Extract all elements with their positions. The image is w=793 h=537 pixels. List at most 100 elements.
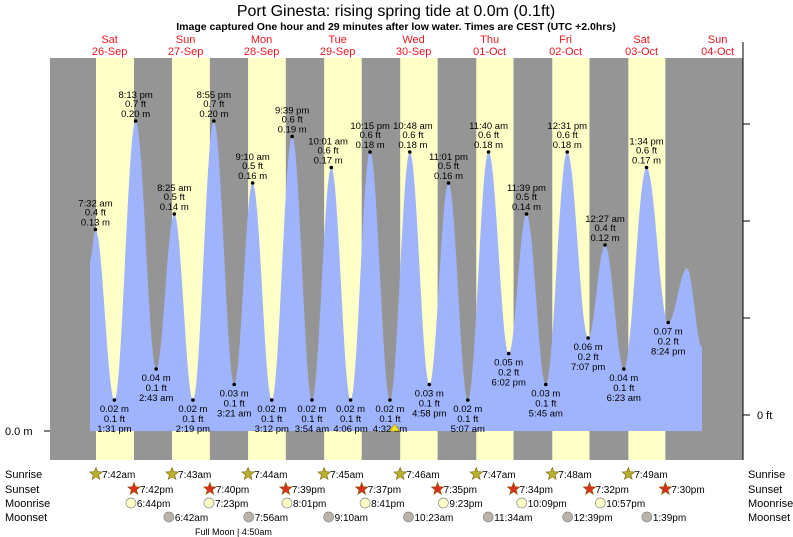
moonrise-icon	[281, 497, 293, 509]
tide-ft-label: 0.2 ft	[658, 337, 679, 348]
high-tide-point	[172, 212, 177, 216]
tide-time-label: 4:06 pm	[333, 424, 367, 435]
tide-ft-label: 0.6 ft	[557, 130, 578, 141]
tide-ft-label: 0.5 ft	[164, 192, 185, 203]
sunset-time: 7:30pm	[671, 485, 704, 496]
tide-time-label: 8:25 am	[157, 183, 191, 194]
day-date-label: 27-Sep	[168, 46, 203, 58]
moonrise-time: 10:09pm	[528, 499, 567, 510]
sunrise-time: 7:42am	[102, 470, 135, 481]
high-tide-label-group: 12:31 pm0.6 ft0.18 m	[547, 121, 587, 151]
sunset-time: 7:37pm	[368, 485, 401, 496]
high-tide-point	[644, 165, 649, 170]
moonrise-icon	[203, 497, 215, 509]
moonset-time: 6:42am	[175, 513, 208, 524]
tide-m-label: 0.20 m	[199, 109, 228, 120]
high-tide-label-group: 9:39 pm0.6 ft0.19 m	[275, 106, 309, 136]
high-tide-label-group: 1:34 pm0.6 ft0.17 m	[629, 137, 663, 167]
tide-m-label: 0.03 m	[415, 389, 444, 400]
day-name-label: Sat	[633, 34, 650, 46]
low-tide-label-group: 0.03 m0.1 ft4:58 pm	[412, 389, 446, 420]
sunrise-icon	[241, 466, 256, 480]
sunset-row-label: Sunset	[5, 484, 39, 496]
tide-ft-label: 0.6 ft	[318, 146, 339, 157]
low-tide-point	[348, 398, 353, 402]
tide-ft-label: 0.4 ft	[85, 208, 106, 219]
moonset-row-label-right: Moonset	[748, 512, 790, 524]
moonrise-icon	[516, 497, 528, 509]
day-name-label: Sun	[708, 34, 728, 46]
tide-ft-label: 0.1 ft	[261, 414, 282, 425]
low-tide-point	[191, 398, 195, 402]
tide-ft-label: 0.5 ft	[242, 161, 263, 172]
tide-m-label: 0.04 m	[609, 373, 638, 384]
tide-m-label: 0.16 m	[434, 171, 463, 182]
sunset-time: 7:40pm	[216, 485, 249, 496]
moonset-icon	[562, 511, 574, 523]
tide-m-label: 0.02 m	[453, 404, 482, 415]
tide-m-label: 0.19 m	[278, 125, 307, 136]
tide-labels: 7:32 am0.4 ft0.13 m0.02 m0.1 ft1:31 pm8:…	[78, 90, 685, 435]
tide-time-label: 10:48 am	[393, 121, 433, 132]
high-tide-label-group: 11:39 pm0.5 ft0.14 m	[507, 183, 546, 213]
tide-time-label: 6:23 am	[607, 393, 641, 404]
tide-time-label: 5:45 am	[529, 409, 563, 420]
sunset-icon	[430, 481, 445, 495]
moonset-icon	[243, 511, 255, 523]
sunrise-time: 7:48am	[558, 470, 591, 481]
moonrise-icon	[125, 497, 137, 509]
tide-area	[90, 121, 702, 431]
sunrise-icon	[89, 466, 103, 480]
day-name-label: Tue	[328, 34, 347, 46]
day-date-label: 29-Sep	[320, 46, 355, 58]
low-tide-label-group: 0.02 m0.1 ft4:06 pm	[333, 404, 367, 435]
high-tide-point	[603, 243, 607, 247]
tide-m-label: 0.13 m	[81, 218, 110, 229]
low-tide-point	[269, 398, 274, 402]
sunrise-icon	[393, 466, 408, 480]
high-tide-label-group: 10:01 am0.6 ft0.17 m	[308, 137, 348, 167]
low-tide-label-group: 0.03 m0.1 ft5:45 am	[529, 389, 563, 420]
tide-time-label: 2:19 pm	[176, 424, 210, 435]
day-date-label: 02-Oct	[549, 46, 582, 58]
moonset-icon	[403, 511, 414, 523]
high-tide-label-group: 12:27 am0.4 ft0.12 m	[585, 214, 625, 244]
tide-m-label: 0.18 m	[553, 140, 582, 151]
high-tide-label-group: 11:01 pm0.5 ft0.16 m	[429, 152, 468, 182]
day-name-label: Fri	[559, 34, 572, 46]
sunset-time: 7:42pm	[140, 485, 173, 496]
tide-m-label: 0.16 m	[238, 171, 267, 182]
tide-ft-label: 0.1 ft	[146, 383, 167, 394]
tide-time-label: 10:01 am	[308, 137, 348, 148]
tide-curve	[90, 121, 702, 431]
low-tide-label-group: 0.05 m0.2 ft6:02 pm	[492, 358, 526, 389]
moonset-time: 9:10am	[335, 513, 368, 524]
low-tide-point	[310, 398, 314, 402]
low-tide-label-group: 0.02 m0.1 ft1:31 pm	[97, 404, 131, 435]
tide-m-label: 0.06 m	[574, 342, 603, 353]
tide-time-label: 12:31 pm	[547, 121, 587, 132]
tide-time-label: 7:07 pm	[571, 362, 605, 373]
tide-ft-label: 0.1 ft	[301, 414, 322, 425]
tide-ft-label: 0.6 ft	[360, 130, 381, 141]
high-tide-point	[486, 150, 491, 154]
low-tide-point	[232, 382, 237, 387]
low-tide-label-group: 0.02 m0.1 ft3:54 am	[295, 404, 329, 435]
moonrise-time: 10:57pm	[606, 499, 645, 510]
low-tide-label-group: 0.02 m0.1 ft4:32 am	[373, 404, 407, 435]
sunset-row-label-right: Sunset	[748, 484, 782, 496]
sunrise-time: 7:46am	[406, 470, 439, 481]
day-date-label: 28-Sep	[244, 46, 279, 58]
tide-m-label: 0.04 m	[142, 373, 171, 384]
tide-ft-label: 0.6 ft	[478, 130, 499, 141]
high-tide-point	[446, 181, 451, 185]
sunset-icon	[658, 481, 673, 495]
tide-m-label: 0.03 m	[531, 389, 560, 400]
day-name-label: Mon	[251, 34, 272, 46]
chart-subtitle: Image captured One hour and 29 minutes a…	[176, 21, 615, 33]
moonrise-time: 8:01pm	[293, 499, 326, 510]
tide-time-label: 2:43 am	[139, 393, 173, 404]
moonrise-time: 6:44pm	[137, 499, 170, 510]
tide-m-label: 0.18 m	[398, 140, 427, 151]
